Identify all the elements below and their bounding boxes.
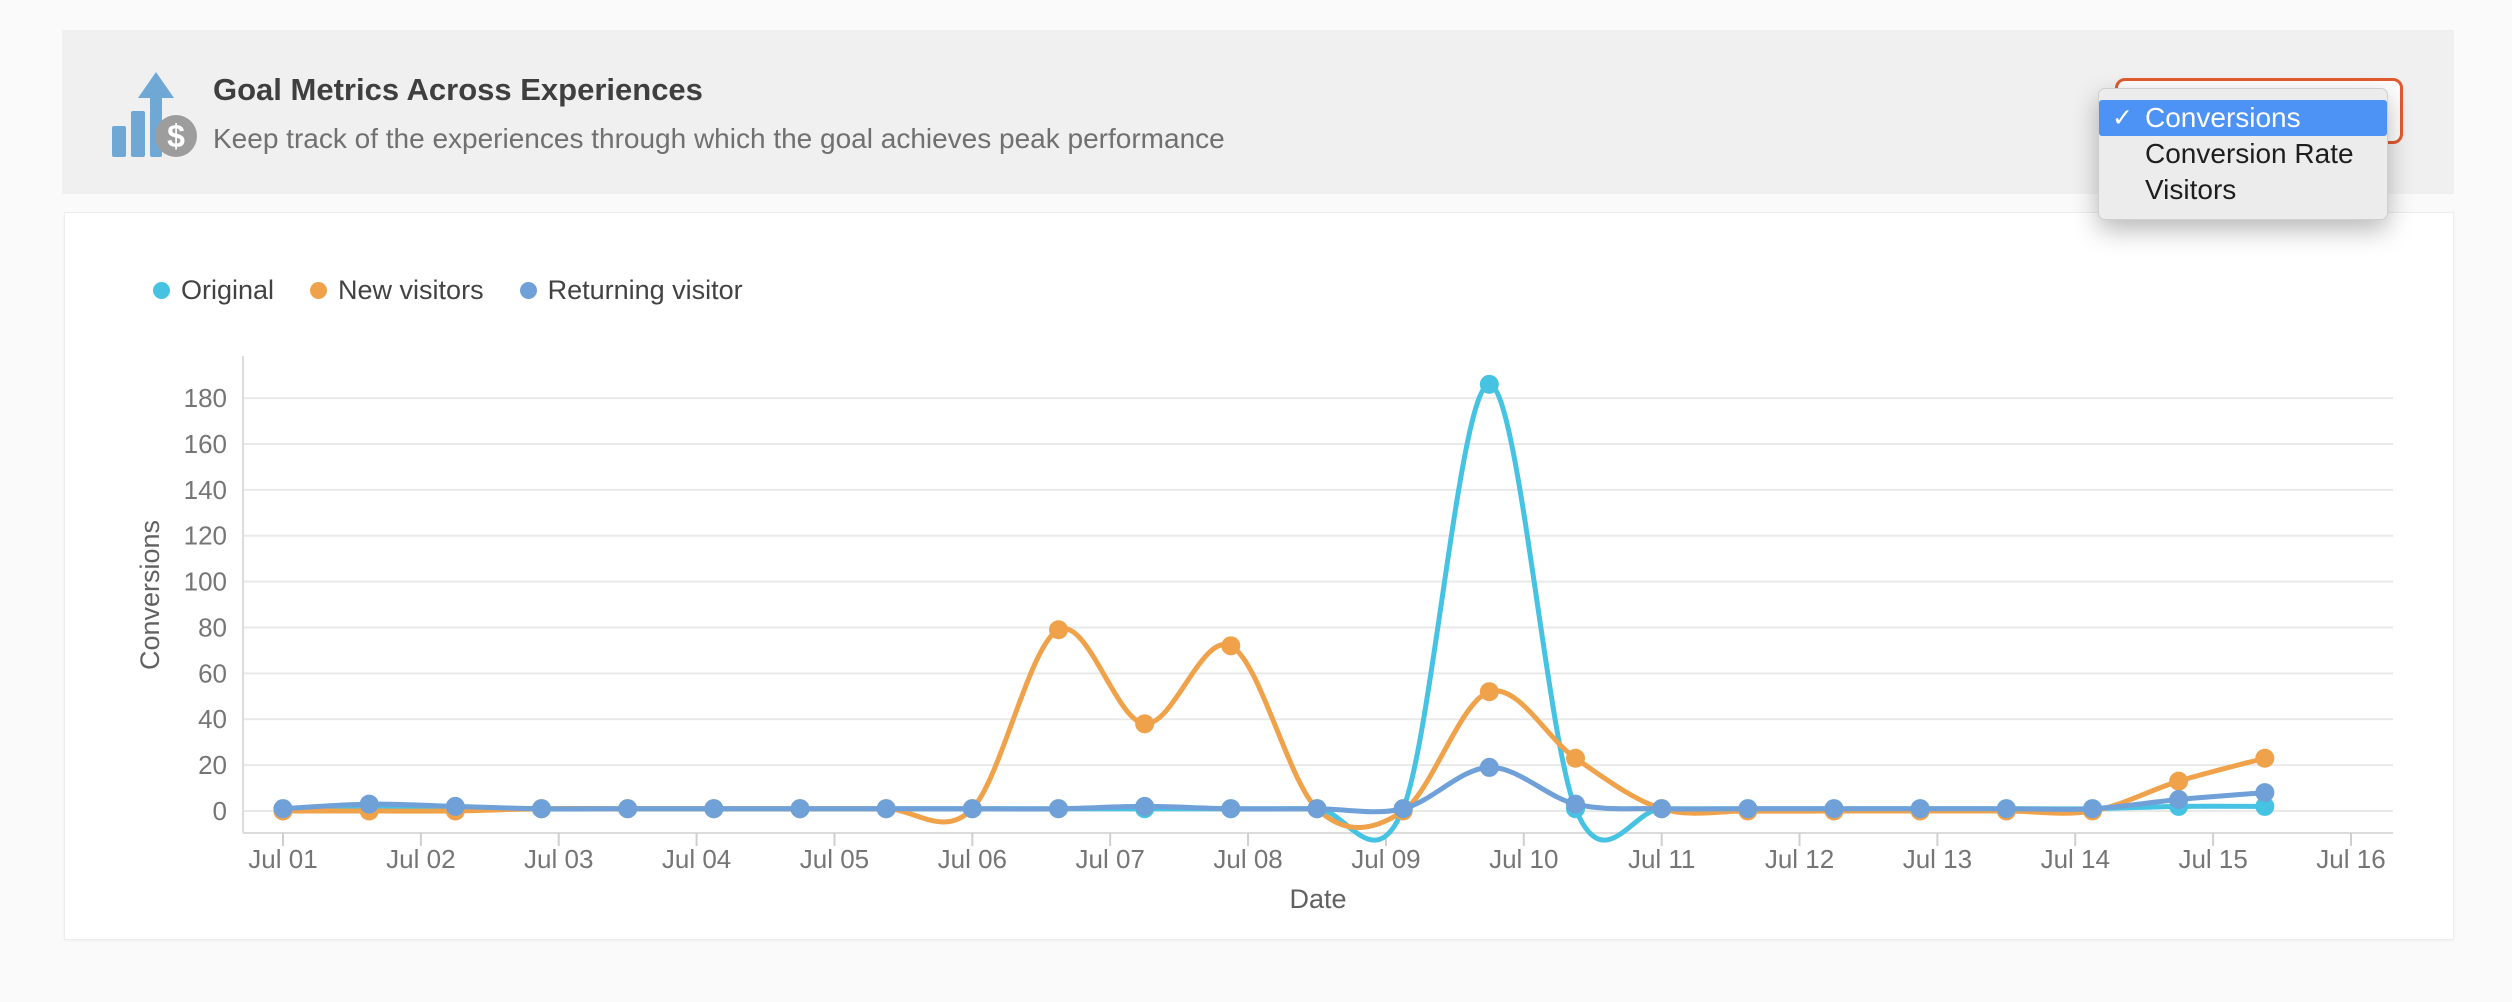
page-title: Goal Metrics Across Experiences: [213, 72, 703, 107]
data-point[interactable]: [1566, 794, 1586, 814]
menu-item-visitors[interactable]: Visitors: [2099, 172, 2387, 208]
data-point[interactable]: [1221, 799, 1241, 819]
data-point[interactable]: [2083, 799, 2103, 819]
legend-label: New visitors: [338, 275, 484, 305]
x-tick-label: Jul 11: [1628, 844, 1695, 874]
chart-card: Original New visitors Returning visitor …: [64, 212, 2454, 940]
x-tick-label: Jul 07: [1076, 844, 1145, 874]
data-point[interactable]: [1049, 620, 1069, 640]
chart-legend: Original New visitors Returning visitor: [153, 275, 743, 306]
y-tick-label: 160: [184, 429, 227, 459]
menu-item-conversion-rate[interactable]: Conversion Rate: [2099, 136, 2387, 172]
legend-item-original[interactable]: Original: [153, 275, 274, 306]
x-tick-label: Jul 10: [1489, 844, 1558, 874]
legend-item-returning-visitor[interactable]: Returning visitor: [519, 275, 743, 306]
legend-label: Original: [181, 275, 275, 305]
data-point[interactable]: [1393, 799, 1413, 819]
y-axis-title: Conversions: [135, 520, 165, 670]
line-chart[interactable]: 0 20 40 60 80 100 120 140 160 180 Jul 01 Jul 02 Jul …: [65, 213, 2455, 941]
data-point[interactable]: [962, 799, 982, 819]
series-line-original: [280, 381, 2268, 843]
menu-item-conversions[interactable]: ✓ Conversions: [2099, 100, 2387, 136]
y-tick-label: 80: [198, 612, 227, 642]
series-line-returning-visitor: [280, 764, 2268, 815]
y-tick-label: 120: [184, 521, 227, 551]
x-tick-label: Jul 04: [662, 844, 731, 874]
x-tick-label: Jul 16: [2316, 844, 2385, 874]
data-point[interactable]: [1738, 799, 1758, 819]
x-axis-title: Date: [1289, 884, 1346, 914]
x-tick-label: Jul 12: [1765, 844, 1834, 874]
data-point[interactable]: [532, 799, 552, 819]
x-tick-label: Jul 01: [248, 844, 317, 874]
header-text: Goal Metrics Across Experiences Keep tra…: [213, 66, 1225, 162]
y-tick-label: 140: [184, 475, 227, 505]
metric-dropdown-menu: ✓ Conversions Conversion Rate Visitors: [2098, 88, 2388, 220]
y-tick-label: 180: [184, 383, 227, 413]
legend-dot-returning-visitor: [519, 282, 537, 299]
x-tick-label: Jul 13: [1903, 844, 1972, 874]
menu-item-label: Visitors: [2145, 174, 2237, 205]
data-point[interactable]: [2255, 796, 2275, 816]
data-point[interactable]: [2255, 748, 2275, 768]
data-point[interactable]: [1221, 636, 1241, 656]
page-subtitle: Keep track of the experiences through wh…: [213, 123, 1225, 154]
data-point[interactable]: [790, 799, 810, 819]
legend-item-new-visitors[interactable]: New visitors: [310, 275, 484, 306]
x-tick-label: Jul 02: [386, 844, 455, 874]
x-tick-label: Jul 14: [2041, 844, 2110, 874]
series-line-new-visitors: [280, 626, 2268, 830]
data-point[interactable]: [2255, 783, 2275, 803]
menu-item-label: Conversions: [2145, 102, 2301, 133]
data-point[interactable]: [2169, 771, 2189, 791]
data-point[interactable]: [1652, 799, 1672, 819]
y-tick-label: 0: [213, 796, 227, 826]
data-point[interactable]: [1479, 757, 1499, 777]
x-tick-label: Jul 15: [2178, 844, 2247, 874]
y-tick-label: 20: [198, 750, 227, 780]
data-point[interactable]: [1479, 374, 1499, 394]
y-tick-label: 60: [198, 658, 227, 688]
legend-label: Returning visitor: [547, 275, 743, 305]
data-point[interactable]: [359, 794, 379, 814]
data-point[interactable]: [2169, 790, 2189, 810]
dollar-glyph: $: [167, 118, 185, 154]
x-tick-label: Jul 08: [1213, 844, 1282, 874]
data-point[interactable]: [876, 799, 896, 819]
header: $ Goal Metrics Across Experiences Keep t…: [62, 30, 2454, 194]
data-point[interactable]: [1910, 799, 1930, 819]
data-point[interactable]: [1479, 682, 1499, 702]
checkmark-icon: ✓: [2112, 104, 2133, 132]
x-tick-label: Jul 09: [1351, 844, 1420, 874]
data-point[interactable]: [704, 799, 724, 819]
data-point[interactable]: [618, 799, 638, 819]
data-point[interactable]: [1049, 799, 1069, 819]
x-tick-label: Jul 06: [938, 844, 1007, 874]
data-point[interactable]: [1135, 796, 1155, 816]
data-point[interactable]: [1824, 799, 1844, 819]
data-point[interactable]: [1307, 799, 1327, 819]
y-tick-label: 40: [198, 704, 227, 734]
menu-item-label: Conversion Rate: [2145, 138, 2354, 169]
data-point[interactable]: [1566, 748, 1586, 768]
data-point[interactable]: [1135, 714, 1155, 734]
data-point[interactable]: [445, 796, 465, 816]
data-point[interactable]: [273, 799, 293, 819]
goal-metrics-icon: $: [112, 72, 197, 157]
x-tick-label: Jul 03: [524, 844, 593, 874]
legend-dot-new-visitors: [310, 282, 328, 299]
legend-dot-original: [153, 282, 170, 299]
y-tick-label: 100: [184, 567, 227, 597]
data-point[interactable]: [1996, 799, 2016, 819]
x-tick-label: Jul 05: [800, 844, 869, 874]
